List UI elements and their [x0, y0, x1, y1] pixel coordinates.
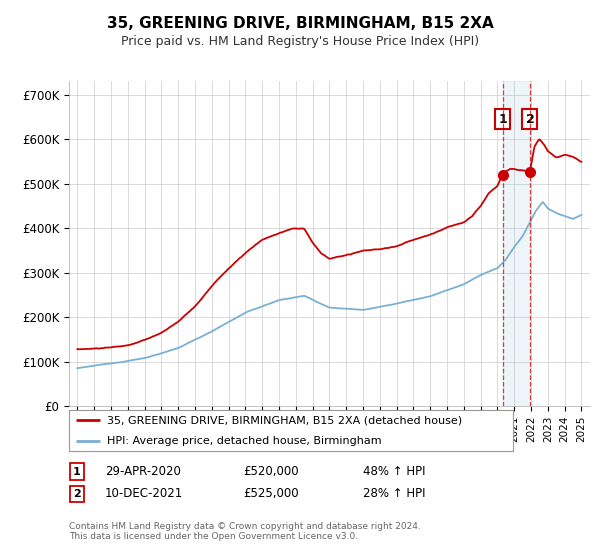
- Text: £525,000: £525,000: [243, 487, 299, 501]
- Text: 35, GREENING DRIVE, BIRMINGHAM, B15 2XA: 35, GREENING DRIVE, BIRMINGHAM, B15 2XA: [107, 16, 493, 31]
- Text: HPI: Average price, detached house, Birmingham: HPI: Average price, detached house, Birm…: [107, 436, 382, 446]
- Text: 35, GREENING DRIVE, BIRMINGHAM, B15 2XA (detached house): 35, GREENING DRIVE, BIRMINGHAM, B15 2XA …: [107, 415, 462, 425]
- Text: £520,000: £520,000: [243, 465, 299, 478]
- Text: 48% ↑ HPI: 48% ↑ HPI: [363, 465, 425, 478]
- Text: 2: 2: [526, 113, 535, 125]
- Text: 28% ↑ HPI: 28% ↑ HPI: [363, 487, 425, 501]
- Bar: [503, 81, 530, 406]
- Text: 2: 2: [73, 489, 80, 499]
- Text: Price paid vs. HM Land Registry's House Price Index (HPI): Price paid vs. HM Land Registry's House …: [121, 35, 479, 48]
- Text: 1: 1: [499, 113, 508, 125]
- Text: 10-DEC-2021: 10-DEC-2021: [105, 487, 183, 501]
- Text: Contains HM Land Registry data © Crown copyright and database right 2024.
This d: Contains HM Land Registry data © Crown c…: [69, 522, 421, 542]
- Text: 29-APR-2020: 29-APR-2020: [105, 465, 181, 478]
- Text: 1: 1: [73, 466, 80, 477]
